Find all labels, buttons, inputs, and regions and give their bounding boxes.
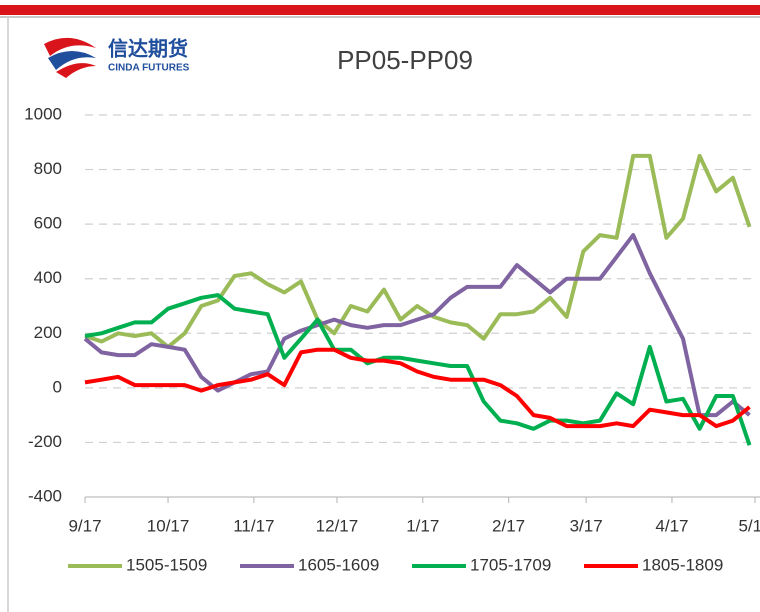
y-tick-label: 600: [34, 214, 62, 233]
legend-label: 1805-1809: [642, 555, 723, 574]
y-tick-label: 0: [53, 377, 62, 396]
series-line: [84, 347, 751, 429]
x-tick-label: 12/17: [316, 516, 359, 535]
y-tick-label: -400: [28, 486, 62, 505]
x-tick-label: 11/17: [233, 516, 274, 535]
chart-title: PP05-PP09: [337, 45, 473, 75]
series-line: [84, 293, 752, 446]
y-tick-label: 200: [34, 323, 62, 342]
x-tick-label: 5/17: [738, 516, 760, 535]
x-tick-label: 4/17: [655, 516, 688, 535]
top-bar: [0, 5, 760, 15]
x-tick-label: 3/17: [570, 516, 603, 535]
legend-label: 1605-1609: [298, 555, 379, 574]
x-tick-label: 9/17: [68, 516, 101, 535]
y-tick-label: 1000: [24, 104, 62, 123]
y-tick-label: -200: [28, 432, 62, 451]
legend-label: 1505-1509: [126, 555, 207, 574]
y-tick-label: 400: [34, 268, 62, 287]
logo-name: 信达期货: [108, 36, 188, 60]
logo-icon: [44, 37, 96, 78]
logo-subname: CINDA FUTURES: [108, 63, 190, 74]
y-tick-label: 800: [34, 159, 62, 178]
series-line: [83, 233, 751, 418]
x-tick-label: 1/17: [406, 516, 439, 535]
series-line: [84, 153, 752, 349]
x-tick-label: 10/17: [147, 516, 190, 535]
x-tick-label: 2/17: [492, 516, 525, 535]
legend-label: 1705-1709: [470, 555, 551, 574]
